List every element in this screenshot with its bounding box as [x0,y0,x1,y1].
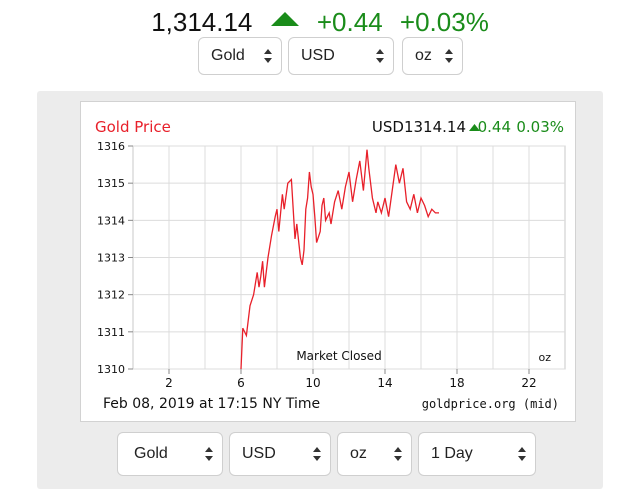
updown-caret-icon [313,447,321,461]
x-tick-label: 6 [237,376,245,390]
gold-price-line [240,149,439,370]
x-tick-label: 22 [521,376,536,390]
up-arrow-icon [270,2,300,34]
updown-caret-icon [264,49,272,63]
currency-select-top[interactable]: USD [288,37,394,75]
chart-grid [132,145,566,370]
unit-label: oz [538,351,551,364]
metal-select-bottom[interactable]: Gold [117,432,223,476]
currency-select-bottom-value: USD [242,445,276,462]
y-tick-label: 1311 [97,326,125,339]
unit-select-bottom[interactable]: oz [337,432,412,476]
chart-date-label: Feb 08, 2019 at 17:15 NY Time [103,396,320,412]
period-select-bottom-value: 1 Day [431,445,473,462]
period-select-bottom[interactable]: 1 Day [418,432,536,476]
unit-select-bottom-value: oz [350,445,367,462]
metal-select-top-value: Gold [211,47,245,64]
price-change: +0.44 [316,7,383,37]
unit-select-top-value: oz [415,47,432,64]
x-axis: 2 6 10 14 18 22 [165,369,537,390]
x-tick-label: 2 [165,376,173,390]
chart-percent-label: 0.03% [516,118,564,136]
currency-select-bottom[interactable]: USD [229,432,331,476]
updown-caret-icon [445,49,453,63]
y-tick-label: 1314 [97,214,125,227]
unit-select-top[interactable]: oz [402,37,463,75]
updown-caret-icon [394,447,402,461]
metal-select-bottom-value: Gold [134,445,168,462]
chart-up-triangle-icon [469,124,480,131]
y-tick-label: 1310 [97,363,125,376]
y-tick-label: 1312 [97,289,125,302]
market-status-label: Market Closed [296,349,381,363]
y-tick-label: 1313 [97,252,125,265]
chart-currency-price-label: USD1314.14 [372,118,466,136]
updown-caret-icon [518,447,526,461]
y-tick-label: 1315 [97,177,125,190]
x-tick-label: 14 [377,376,392,390]
updown-caret-icon [376,49,384,63]
price-change-percent: +0.03% [399,7,489,37]
x-tick-label: 10 [305,376,320,390]
chart-card: Gold Price 0.03% 0.44 USD1314.14 1316 131… [80,101,576,422]
x-tick-label: 18 [449,376,464,390]
chart-title: Gold Price [95,118,171,136]
y-axis: 1316 1315 1314 1313 1312 1311 1310 [97,140,133,376]
y-tick-label: 1316 [97,140,125,153]
current-price: 1,314.14 [151,7,253,37]
updown-caret-icon [205,447,213,461]
price-header: 1,314.14 +0.44 +0.03% [0,2,640,38]
gold-price-chart: Gold Price 0.03% 0.44 USD1314.14 1316131… [95,118,566,412]
chart-change-label: 0.44 [478,118,511,136]
chart-source-label: goldprice.org (mid) [422,397,559,411]
metal-select-top[interactable]: Gold [198,37,282,75]
currency-select-top-value: USD [301,47,335,64]
